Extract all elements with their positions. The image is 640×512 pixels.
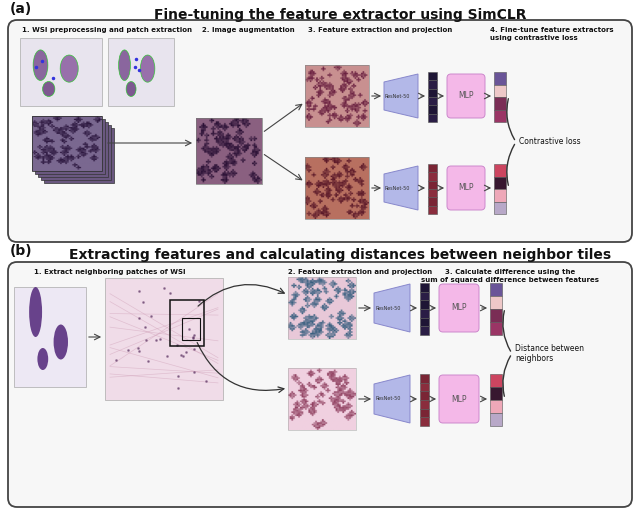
Text: ResNet-50: ResNet-50 bbox=[384, 94, 410, 98]
Bar bbox=[428, 181, 437, 189]
Text: 2. Feature extraction and projection: 2. Feature extraction and projection bbox=[288, 269, 432, 275]
Text: Distance between
neighbors: Distance between neighbors bbox=[515, 344, 584, 363]
Bar bbox=[428, 189, 437, 197]
FancyBboxPatch shape bbox=[439, 375, 479, 423]
Bar bbox=[494, 110, 506, 122]
Text: 1. WSI preprocessing and patch extraction: 1. WSI preprocessing and patch extractio… bbox=[22, 27, 192, 33]
Bar bbox=[494, 72, 506, 84]
Bar bbox=[490, 296, 502, 309]
Bar bbox=[428, 164, 437, 173]
Bar bbox=[420, 309, 429, 317]
Ellipse shape bbox=[29, 287, 42, 337]
Text: Contrastive loss: Contrastive loss bbox=[519, 138, 580, 146]
Text: 4. Fine-tune feature extractors
using contrastive loss: 4. Fine-tune feature extractors using co… bbox=[490, 27, 614, 41]
Text: MLP: MLP bbox=[451, 304, 467, 312]
Bar bbox=[196, 118, 262, 184]
Bar bbox=[288, 277, 356, 339]
Bar bbox=[420, 317, 429, 326]
Bar bbox=[35, 119, 105, 174]
Text: 2. Image augmentation: 2. Image augmentation bbox=[202, 27, 294, 33]
Bar bbox=[420, 409, 429, 417]
Bar bbox=[428, 173, 437, 181]
Bar bbox=[494, 177, 506, 189]
Bar bbox=[420, 326, 429, 335]
Bar bbox=[490, 309, 502, 322]
Text: ResNet-50: ResNet-50 bbox=[375, 396, 401, 401]
Bar bbox=[32, 116, 102, 171]
Text: 1. Extract neighboring patches of WSI: 1. Extract neighboring patches of WSI bbox=[35, 269, 186, 275]
Bar bbox=[428, 80, 437, 89]
Text: Extracting features and calculating distances between neighbor tiles: Extracting features and calculating dist… bbox=[69, 248, 611, 262]
Text: 3. Calculate difference using the
sum of squared difference between features: 3. Calculate difference using the sum of… bbox=[421, 269, 599, 283]
Text: (a): (a) bbox=[10, 2, 32, 16]
Bar bbox=[105, 278, 223, 400]
Bar bbox=[428, 114, 437, 122]
Bar bbox=[420, 283, 429, 292]
Bar bbox=[490, 400, 502, 413]
Bar bbox=[428, 97, 437, 105]
FancyBboxPatch shape bbox=[447, 74, 485, 118]
Bar bbox=[420, 301, 429, 309]
Ellipse shape bbox=[54, 325, 68, 359]
Text: MLP: MLP bbox=[458, 183, 474, 193]
Bar bbox=[494, 164, 506, 177]
Ellipse shape bbox=[42, 81, 55, 96]
Bar bbox=[494, 97, 506, 110]
Bar bbox=[428, 105, 437, 114]
Polygon shape bbox=[374, 375, 410, 423]
Bar bbox=[288, 368, 356, 430]
Text: Fine-tuning the feature extractor using SimCLR: Fine-tuning the feature extractor using … bbox=[154, 8, 526, 22]
Ellipse shape bbox=[126, 81, 136, 96]
Bar bbox=[14, 287, 86, 387]
Bar bbox=[41, 125, 111, 180]
Text: (b): (b) bbox=[10, 244, 33, 258]
Bar bbox=[420, 391, 429, 400]
Bar bbox=[420, 400, 429, 409]
Bar bbox=[108, 38, 174, 106]
FancyBboxPatch shape bbox=[8, 262, 632, 507]
Bar bbox=[428, 197, 437, 206]
Text: MLP: MLP bbox=[451, 395, 467, 403]
FancyBboxPatch shape bbox=[447, 166, 485, 210]
Bar bbox=[170, 300, 204, 346]
Text: MLP: MLP bbox=[458, 92, 474, 100]
Bar bbox=[420, 292, 429, 301]
Bar bbox=[490, 387, 502, 400]
Bar bbox=[420, 382, 429, 391]
Text: 3. Feature extraction and projection: 3. Feature extraction and projection bbox=[308, 27, 452, 33]
Text: ResNet-50: ResNet-50 bbox=[384, 185, 410, 190]
Bar bbox=[494, 189, 506, 202]
Polygon shape bbox=[374, 284, 410, 332]
Bar bbox=[490, 413, 502, 426]
Bar bbox=[44, 128, 114, 183]
Bar bbox=[428, 72, 437, 80]
Bar bbox=[428, 206, 437, 214]
Bar bbox=[494, 84, 506, 97]
Bar bbox=[428, 89, 437, 97]
Bar bbox=[38, 122, 108, 177]
Ellipse shape bbox=[60, 55, 78, 82]
Bar bbox=[420, 417, 429, 426]
Ellipse shape bbox=[37, 348, 48, 370]
Bar bbox=[490, 283, 502, 296]
Bar bbox=[305, 157, 369, 219]
FancyBboxPatch shape bbox=[8, 20, 632, 242]
Ellipse shape bbox=[140, 55, 155, 82]
Bar bbox=[420, 374, 429, 382]
Bar bbox=[490, 374, 502, 387]
Bar bbox=[494, 202, 506, 214]
Polygon shape bbox=[384, 74, 418, 118]
Polygon shape bbox=[384, 166, 418, 210]
Bar bbox=[182, 318, 200, 340]
Ellipse shape bbox=[118, 50, 131, 80]
FancyBboxPatch shape bbox=[439, 284, 479, 332]
Bar bbox=[20, 38, 102, 106]
Bar bbox=[490, 322, 502, 335]
Ellipse shape bbox=[33, 50, 48, 80]
Bar bbox=[305, 65, 369, 127]
Text: ResNet-50: ResNet-50 bbox=[375, 306, 401, 310]
